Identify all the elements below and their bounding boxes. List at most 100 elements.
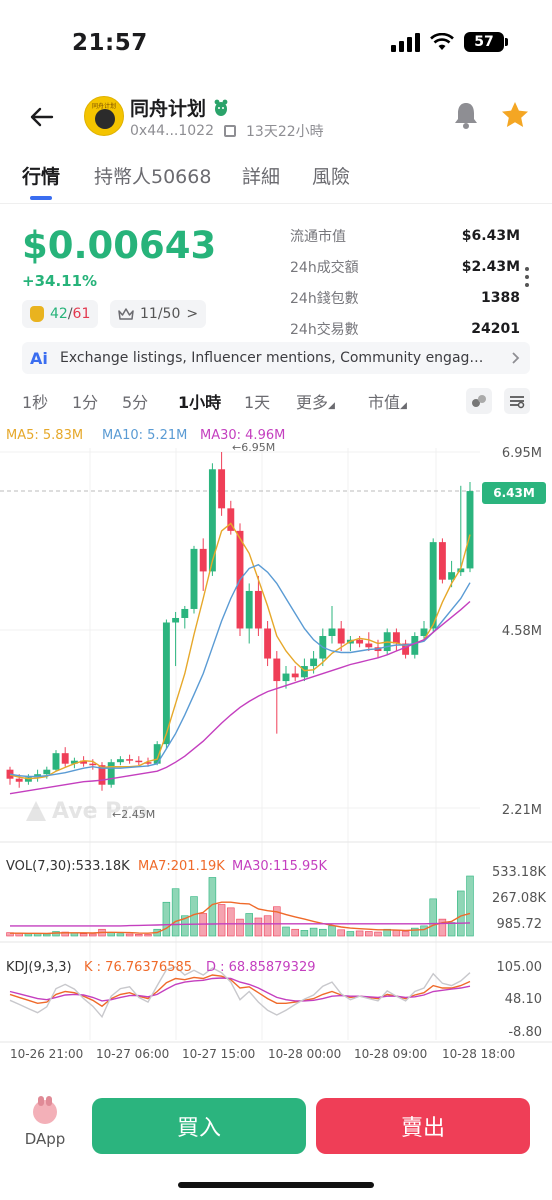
- crown-icon: [118, 308, 134, 320]
- more-vertical-icon[interactable]: [524, 265, 530, 289]
- wallet-ratio-chip[interactable]: 42/61: [22, 300, 99, 328]
- candle-body: [328, 628, 336, 637]
- volume-bar: [227, 907, 235, 937]
- candle-body: [438, 542, 446, 580]
- tab-risk[interactable]: 風險: [312, 166, 351, 188]
- volume-bar: [254, 917, 263, 937]
- candle-body: [107, 762, 115, 785]
- buy-button[interactable]: 買入: [92, 1098, 306, 1154]
- timeframe-1h[interactable]: 1小時: [178, 393, 222, 412]
- volume-bar: [401, 931, 410, 937]
- stat-label: 24h交易數: [290, 321, 359, 338]
- volume-bar: [217, 904, 226, 937]
- candle-body: [429, 542, 437, 629]
- kdj-k-line: [9, 974, 471, 1008]
- candle-body: [300, 666, 308, 678]
- tab-bar: 行情 持幣人50668 詳細 風險: [0, 158, 552, 204]
- candle-body: [34, 774, 42, 778]
- low-price-marker: ←2.45M: [112, 808, 155, 821]
- stat-row-transactions: 24h交易數 24201: [290, 313, 520, 344]
- ai-insight-banner[interactable]: Ai Exchange listings, Influencer mention…: [22, 342, 530, 374]
- ma5-legend: MA5: 5.83M: [6, 428, 83, 443]
- high-price-marker: ←6.95M: [232, 441, 275, 454]
- price-axis-label-low: 2.21M: [502, 803, 542, 818]
- stat-label: 流通市值: [290, 228, 346, 245]
- chart-settings-icon[interactable]: [504, 388, 530, 414]
- candle-body: [80, 760, 88, 764]
- candle: [429, 538, 437, 633]
- candle: [457, 485, 465, 576]
- candle-body: [411, 636, 419, 655]
- stat-row-volume: 24h成交額 $2.43M: [290, 251, 520, 282]
- candle-body: [365, 643, 373, 648]
- price-chart[interactable]: MA5: 5.83M MA10: 5.21M MA30: 4.96M 6.95M…: [0, 420, 552, 1070]
- price-axis-label-high: 6.95M: [502, 446, 542, 461]
- candle-body: [282, 673, 290, 682]
- caret-icon: ◢: [328, 401, 335, 411]
- ma30-legend: MA30: 4.96M: [200, 428, 285, 443]
- candle-body: [227, 508, 235, 531]
- dapp-button[interactable]: DApp: [20, 1096, 70, 1148]
- kdj-k-legend: K : 76.76376585: [84, 960, 192, 975]
- sell-button[interactable]: 賣出: [316, 1098, 530, 1154]
- timeframe-selector: 1秒 1分 5分 1小時 1天 更多◢ 市值◢: [0, 388, 552, 414]
- candle: [328, 605, 336, 644]
- candle: [190, 545, 198, 614]
- copy-icon[interactable]: [224, 125, 236, 137]
- token-meta: 0x44...1022 13天22小時: [130, 121, 324, 141]
- contract-address[interactable]: 0x44...1022: [130, 123, 214, 139]
- candle: [420, 620, 428, 640]
- crown-rank-value: 11/50: [140, 306, 181, 322]
- candle: [291, 666, 299, 682]
- bell-icon[interactable]: [452, 100, 480, 130]
- timeframe-1m[interactable]: 1分: [72, 393, 99, 412]
- time-axis-label: 10-28 09:00: [354, 1047, 427, 1061]
- crown-rank-chip[interactable]: 11/50 >: [110, 300, 207, 328]
- current-price-badge: 6.43M: [482, 482, 546, 504]
- tab-market[interactable]: 行情: [22, 166, 61, 188]
- tab-details[interactable]: 詳細: [242, 166, 281, 188]
- volume-bar: [466, 875, 474, 937]
- candle-body: [218, 469, 226, 509]
- volume-bar: [420, 925, 428, 937]
- candle-body: [420, 628, 428, 637]
- candle-body: [43, 769, 51, 775]
- ma5-line: [9, 522, 471, 780]
- candle-body: [98, 765, 106, 785]
- token-price: $0.00643: [22, 224, 217, 267]
- stat-value: 1388: [481, 289, 520, 306]
- timeframe-1s[interactable]: 1秒: [22, 393, 49, 412]
- watermark: Ave Pro: [26, 799, 147, 824]
- indicator-toggle-icon[interactable]: [466, 388, 492, 414]
- back-arrow-icon[interactable]: [26, 102, 56, 132]
- ma10-legend: MA10: 5.21M: [102, 428, 187, 443]
- candle-body: [402, 643, 410, 655]
- token-header: 同舟计划 同舟计划 0x44...1022 13天22小時: [0, 90, 552, 150]
- volume-bar: [70, 932, 79, 937]
- candle: [466, 482, 474, 573]
- token-age: 13天22小時: [246, 124, 324, 140]
- wallet-sell-count: 61: [72, 306, 91, 322]
- tab-holders[interactable]: 持幣人50668: [94, 166, 212, 188]
- candle: [172, 611, 180, 667]
- candle-body: [245, 590, 253, 629]
- volume-bar: [89, 933, 97, 937]
- time-axis-label: 10-28 18:00: [442, 1047, 515, 1061]
- volume-bar: [43, 933, 51, 937]
- candle: [162, 619, 170, 749]
- candle-body: [337, 628, 345, 644]
- candle: [365, 632, 373, 652]
- volume-bar: [346, 931, 355, 937]
- candlestick-chart-svg[interactable]: MA5: 5.83M MA10: 5.21M MA30: 4.96M 6.95M…: [0, 420, 552, 1070]
- timeframe-5m[interactable]: 5分: [122, 393, 149, 412]
- metric-market-cap[interactable]: 市值◢: [368, 389, 407, 413]
- candle-body: [457, 568, 465, 573]
- timeframe-more[interactable]: 更多◢: [296, 389, 335, 413]
- favorite-star-icon[interactable]: [500, 100, 530, 130]
- candle-body: [190, 548, 198, 609]
- candle: [52, 750, 60, 772]
- volume-bar: [438, 918, 447, 937]
- avatar-text: 同舟计划: [91, 103, 116, 110]
- timeframe-1d[interactable]: 1天: [244, 393, 271, 412]
- stat-row-wallets: 24h錢包數 1388: [290, 282, 520, 313]
